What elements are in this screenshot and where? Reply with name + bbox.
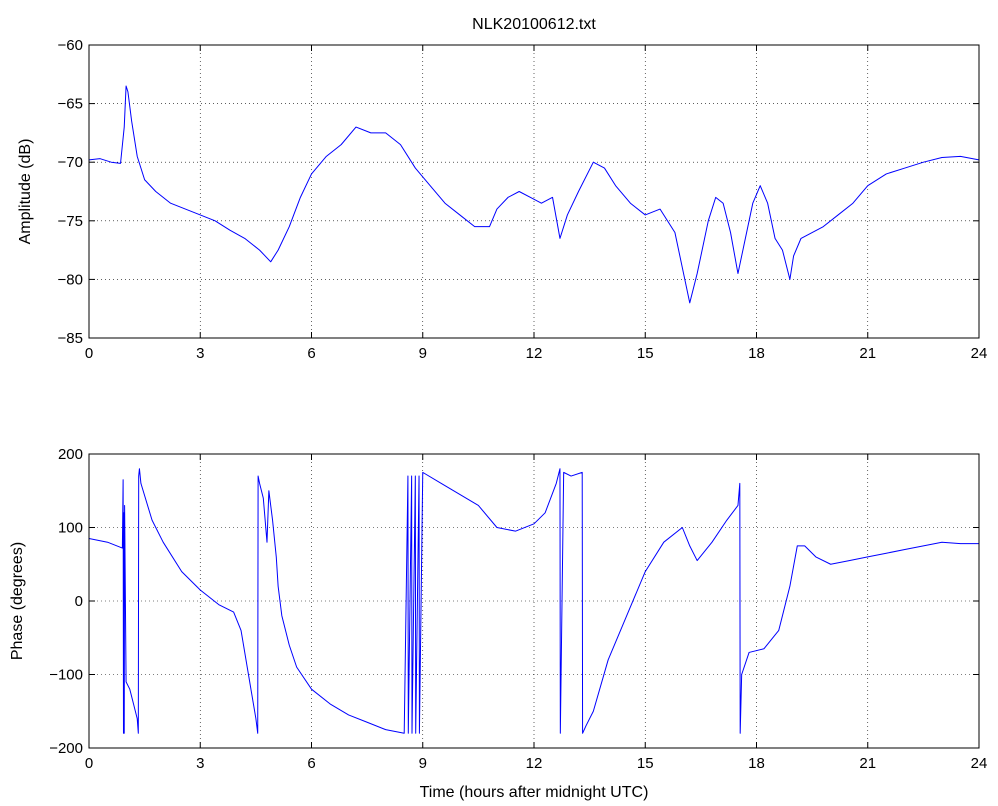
amplitude-x-tick-label: 24 — [971, 345, 988, 362]
phase-plot: 0 3 6 9 12 15 18 21 24 −200 −100 0 100 200 Phase (degr… — [9, 446, 987, 801]
phase-x-tick-label: 24 — [971, 755, 988, 772]
amplitude-x-tick-label: 21 — [859, 345, 876, 362]
phase-x-axis-label: Time (hours after midnight UTC) — [420, 784, 649, 801]
amplitude-x-tick-label: 18 — [748, 345, 765, 362]
amplitude-y-axis-label: Amplitude (dB) — [17, 139, 34, 245]
phase-x-tick-label: 6 — [307, 755, 315, 772]
amplitude-y-tick-label: −60 — [58, 37, 83, 54]
amplitude-y-tick-label: −80 — [58, 271, 83, 288]
amplitude-chart-title: NLK20100612.txt — [472, 16, 596, 33]
phase-x-tick-label: 18 — [748, 755, 765, 772]
phase-y-axis-label: Phase (degrees) — [9, 542, 26, 660]
amplitude-x-tick-label: 0 — [85, 345, 93, 362]
phase-x-tick-label: 3 — [196, 755, 204, 772]
amplitude-x-tick-label: 9 — [419, 345, 427, 362]
amplitude-x-tick-label: 3 — [196, 345, 204, 362]
phase-x-tick-label: 21 — [859, 755, 876, 772]
phase-x-tick-label: 0 — [85, 755, 93, 772]
phase-y-tick-label: 0 — [75, 593, 83, 610]
phase-x-tick-label: 12 — [526, 755, 543, 772]
phase-x-tick-label: 9 — [419, 755, 427, 772]
phase-y-tick-label: 200 — [58, 446, 83, 463]
amplitude-x-tick-label: 6 — [307, 345, 315, 362]
phase-y-tick-label: 100 — [58, 520, 83, 537]
amplitude-y-tick-label: −75 — [58, 213, 83, 230]
amplitude-x-tick-label: 15 — [637, 345, 654, 362]
amplitude-plot: 0 3 6 9 12 15 18 21 24 −85 −80 −75 −70 −65 −60 NLK20100… — [17, 16, 987, 362]
amplitude-series-line — [88, 85, 980, 304]
phase-series-line — [88, 468, 979, 734]
amplitude-y-tick-label: −65 — [58, 96, 83, 113]
amplitude-axes-frame — [88, 44, 980, 339]
phase-x-tick-label: 15 — [637, 755, 654, 772]
amplitude-y-tick-label: −85 — [58, 330, 83, 347]
amplitude-y-tick-label: −70 — [58, 154, 83, 171]
phase-y-tick-label: −200 — [49, 740, 83, 757]
phase-y-tick-label: −100 — [49, 667, 83, 684]
amplitude-x-tick-label: 12 — [526, 345, 543, 362]
